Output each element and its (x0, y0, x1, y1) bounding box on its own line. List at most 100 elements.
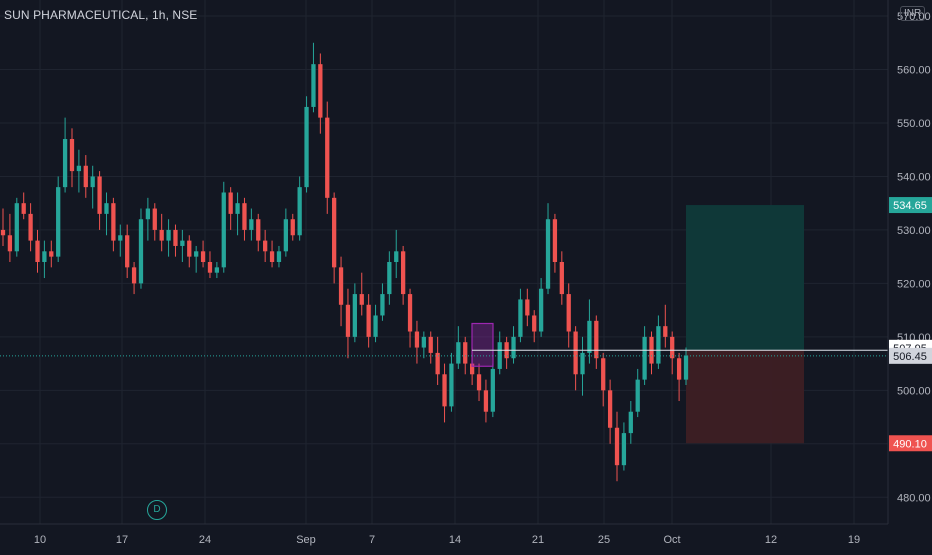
stop-zone[interactable] (686, 350, 804, 444)
candle-body (235, 203, 240, 214)
candle-body (552, 219, 558, 262)
symbol-title: SUN PHARMACEUTICAL, 1h, NSE (4, 8, 198, 22)
overlay-layer (0, 322, 888, 367)
candle-body (621, 433, 627, 466)
candle (566, 283, 571, 348)
candle-body (180, 240, 185, 246)
candle-body (538, 288, 544, 332)
currency-badge[interactable]: INR (900, 6, 926, 21)
last-price-tag[interactable]: 506.45 (889, 347, 932, 364)
target-price-tag-text: 534.65 (893, 200, 927, 212)
candle (311, 42, 316, 113)
candle (290, 213, 295, 241)
candle-body (601, 358, 606, 391)
stop-price-tag[interactable]: 490.10 (889, 435, 932, 452)
candle-body (187, 240, 192, 257)
candle-body (456, 342, 461, 364)
candle (387, 251, 392, 305)
candle-body (14, 203, 19, 252)
candle (35, 229, 40, 273)
candle-body (559, 262, 564, 295)
candle-body (373, 315, 378, 337)
candle (497, 331, 502, 375)
candle-body (311, 64, 316, 107)
candle-body (670, 336, 675, 359)
candles-layer (0, 42, 689, 482)
candle (338, 256, 344, 327)
candle (607, 379, 613, 444)
candle (587, 299, 592, 364)
candle-body (332, 197, 337, 268)
candle (228, 187, 233, 230)
candle (173, 224, 178, 257)
candle (676, 352, 682, 402)
candle (159, 213, 164, 252)
candle-body (469, 363, 475, 375)
candle (663, 304, 668, 348)
dividend-badge[interactable]: D (147, 500, 167, 520)
candle-body (435, 352, 440, 375)
candle (138, 208, 144, 289)
candle (621, 422, 627, 471)
candle-body (497, 342, 502, 369)
candle-body (145, 208, 151, 220)
candle-body (642, 336, 647, 380)
candle-body (580, 352, 585, 375)
candle (683, 347, 689, 385)
candle (421, 331, 426, 359)
candle (62, 117, 68, 193)
candle-body (414, 331, 420, 348)
candle-body (304, 106, 309, 188)
candle (456, 326, 461, 369)
candle (242, 197, 247, 241)
candle-body (587, 320, 592, 353)
candle-body (56, 187, 61, 257)
target-price-tag[interactable]: 534.65 (889, 197, 932, 214)
candle (442, 363, 447, 423)
price-tick-label: 540.00 (897, 171, 931, 183)
candle (573, 326, 578, 391)
candle (83, 155, 88, 198)
candle (504, 336, 509, 369)
candle (552, 213, 558, 273)
candle (428, 331, 433, 364)
candle-body (338, 267, 344, 305)
candle (269, 240, 275, 268)
candle-body (518, 299, 523, 337)
candle-body (118, 235, 123, 241)
candle (187, 235, 192, 268)
candle (332, 192, 337, 284)
candle-body (366, 304, 371, 337)
candle (670, 331, 675, 375)
candle-body (407, 294, 413, 332)
candle-body (428, 336, 433, 353)
candle-body (635, 379, 640, 412)
candle (152, 203, 157, 241)
candle-body (345, 304, 351, 337)
candle (49, 240, 54, 268)
candle-body (401, 251, 406, 295)
candle (145, 197, 151, 241)
candle (180, 229, 185, 262)
position-zones[interactable] (686, 205, 804, 444)
candle (111, 197, 116, 252)
candle (359, 272, 364, 316)
candle-body (483, 390, 489, 412)
candle-body (194, 251, 199, 257)
candle-body (476, 374, 482, 391)
last-price-tag-bg (889, 347, 932, 364)
candle-body (200, 251, 206, 262)
candle-body (283, 219, 288, 252)
candle-body (207, 262, 213, 273)
candle (7, 213, 13, 262)
candle (538, 278, 544, 337)
candle (125, 224, 130, 279)
candle-body (525, 299, 530, 316)
candle-body (511, 336, 516, 359)
candle-body (152, 208, 157, 230)
target-zone[interactable] (686, 205, 804, 351)
candle-body (76, 165, 82, 172)
